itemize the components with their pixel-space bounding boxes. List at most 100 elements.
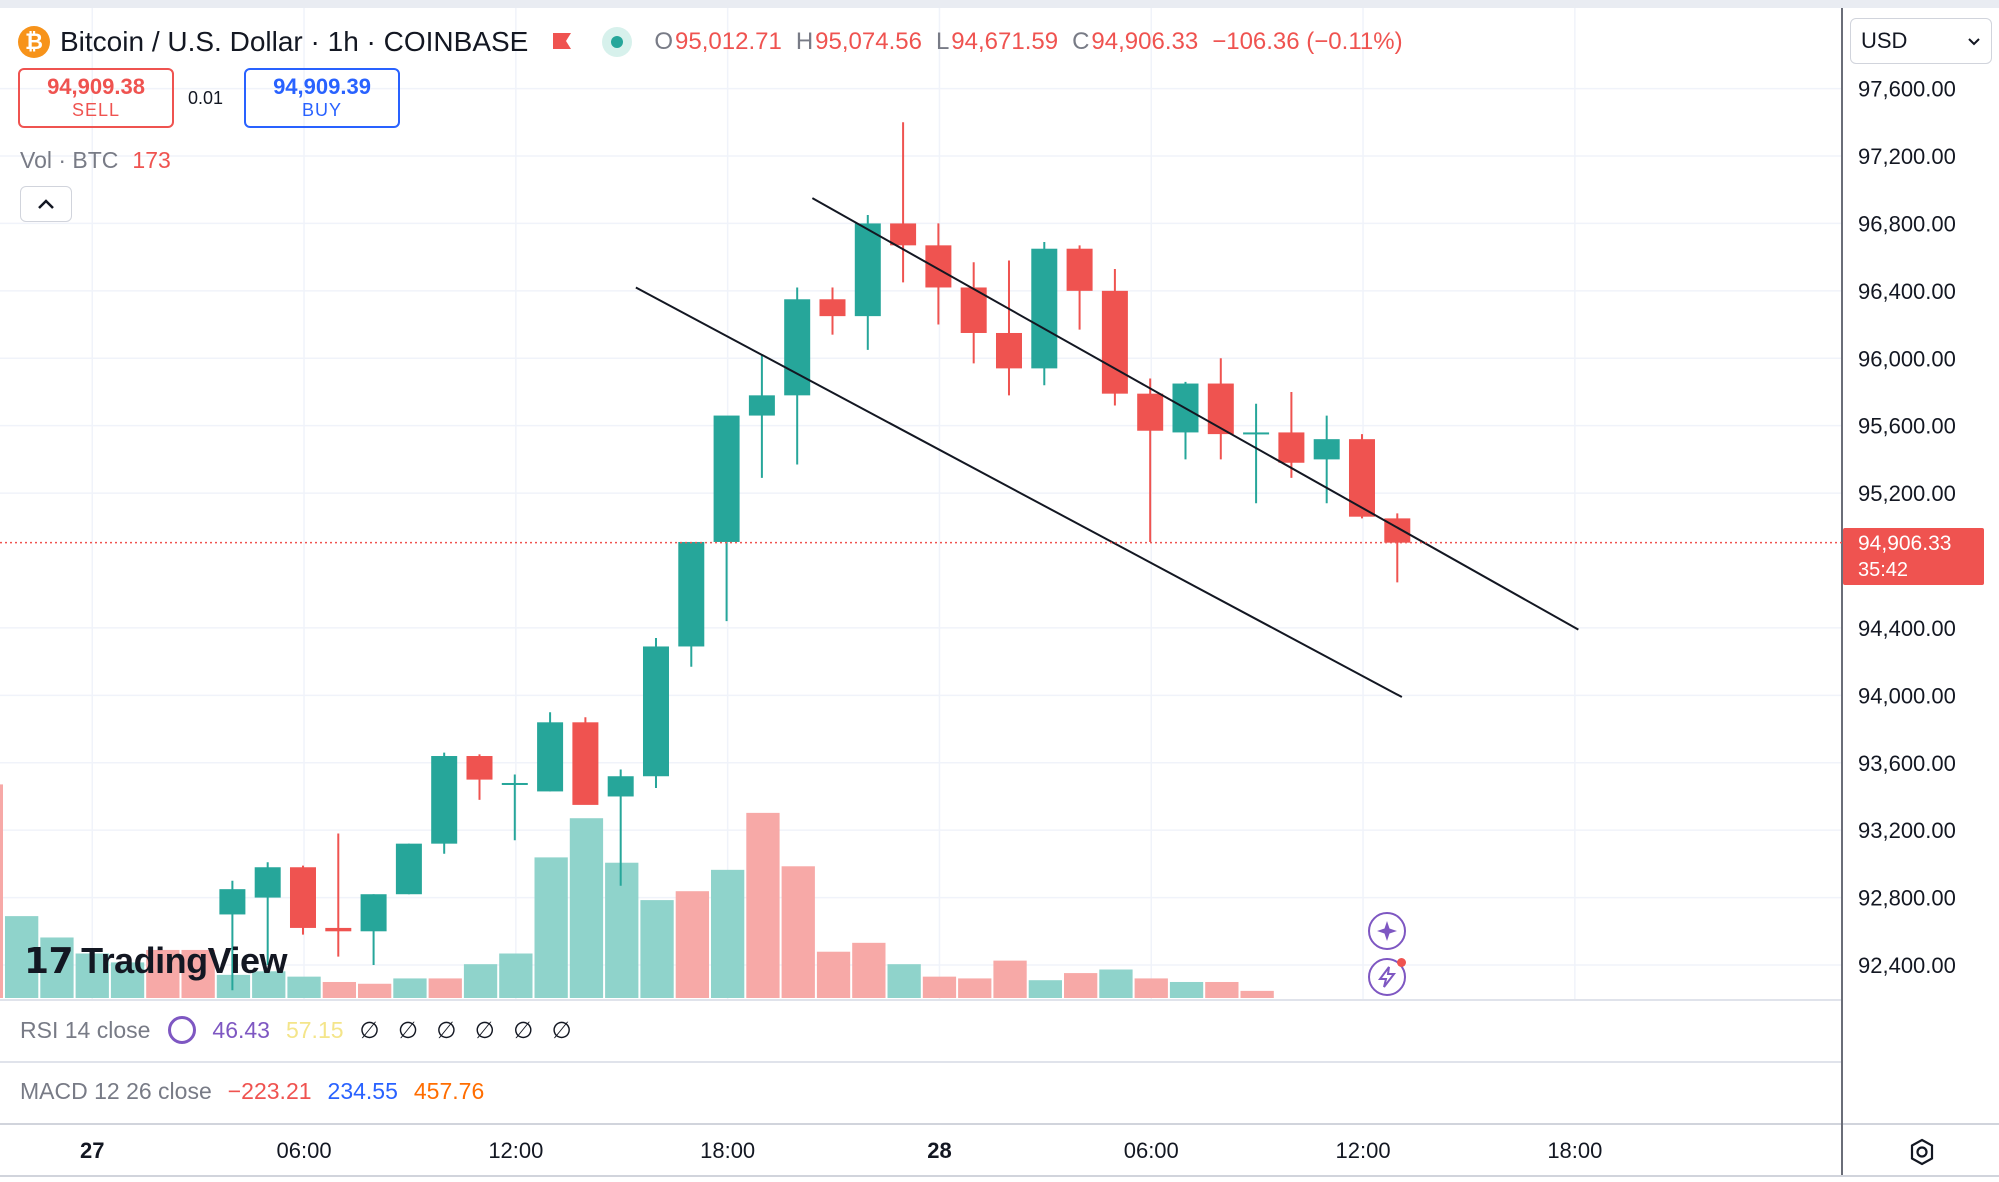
ai-assistant-button[interactable]: [1368, 912, 1406, 950]
candle-body: [890, 223, 917, 246]
candle-body: [713, 415, 740, 542]
candle-body: [819, 299, 846, 317]
volume-bar: [428, 978, 462, 998]
high-label: H: [795, 28, 814, 55]
trend-line: [635, 286, 1403, 698]
candle-body: [1207, 383, 1234, 435]
candle-body: [572, 722, 599, 805]
buy-label: BUY: [301, 100, 342, 120]
volume-bar: [1240, 990, 1274, 998]
rsi-indicator-legend[interactable]: RSI 14 close 46.43 57.15 ∅ ∅ ∅ ∅ ∅ ∅: [20, 1016, 578, 1044]
candle-body: [1066, 248, 1093, 291]
change-value: −106.36 (−0.11%): [1212, 28, 1403, 55]
trend-line: [811, 197, 1579, 631]
candle-body: [537, 722, 564, 792]
candle-body: [748, 395, 775, 416]
candle-body: [325, 927, 352, 932]
price-tick-label: 92,400.00: [1858, 953, 1956, 978]
price-tick-label: 95,200.00: [1858, 481, 1956, 506]
time-tick-label: 12:00: [1336, 1138, 1391, 1163]
chart-settings-button[interactable]: [1904, 1134, 1940, 1170]
candle-body: [642, 646, 669, 777]
volume-bar: [110, 962, 145, 998]
volume-bar: [216, 974, 251, 998]
candle-body: [1101, 290, 1128, 394]
top-band: [0, 0, 1999, 8]
settings-icon: [1910, 1138, 1934, 1166]
candle-body: [1243, 432, 1270, 435]
candle-body: [466, 756, 493, 780]
lightning-icon: [1378, 966, 1397, 988]
price-tick-label: 95,600.00: [1858, 414, 1956, 439]
volume-bar: [569, 818, 604, 998]
volume-bar: [640, 900, 674, 998]
time-tick-label: 06:00: [277, 1138, 332, 1163]
market-open-icon[interactable]: [602, 27, 633, 57]
candle-body: [678, 541, 705, 647]
price-tick-label: 96,400.00: [1858, 279, 1956, 304]
time-tick-label: 27: [80, 1138, 104, 1163]
volume-legend[interactable]: Vol · BTC 173: [20, 147, 171, 174]
volume-bar: [781, 866, 815, 998]
volume-bar: [287, 976, 321, 998]
rsi-label: RSI 14 close: [20, 1016, 151, 1043]
price-tick-label: 96,000.00: [1858, 346, 1956, 371]
volume-bar: [816, 951, 851, 998]
buy-price: 94,909.39: [273, 74, 371, 99]
bitcoin-icon: ₿: [18, 26, 50, 58]
candle-body: [219, 889, 246, 915]
price-tick-label: 93,600.00: [1858, 751, 1956, 776]
sell-button[interactable]: 94,909.38 SELL: [18, 68, 174, 128]
volume-label: Vol · BTC: [20, 147, 119, 173]
volume-bar: [1205, 981, 1239, 998]
loading-icon: [168, 1016, 197, 1044]
chevron-up-icon: [38, 199, 54, 209]
currency-value: USD: [1861, 28, 1908, 53]
symbol-title[interactable]: Bitcoin / U.S. Dollar · 1h · COINBASE: [60, 26, 529, 57]
close-value: 94,906.33: [1091, 28, 1199, 55]
tradingview-logo[interactable]: 17 TradingView: [24, 936, 288, 986]
volume-bar: [887, 964, 921, 998]
time-tick-label: 18:00: [700, 1138, 755, 1163]
buy-button[interactable]: 94,909.39 BUY: [244, 68, 400, 128]
volume-bar: [1134, 978, 1168, 998]
volume-bar: [958, 978, 992, 998]
macd-line-value: 234.55: [327, 1078, 398, 1104]
alerts-button[interactable]: [1368, 958, 1406, 996]
candle-body: [289, 867, 316, 928]
current-price-label: 94,906.33: [1858, 532, 1951, 555]
low-label: L: [935, 28, 950, 55]
volume-bar: [852, 942, 886, 998]
open-label: O: [654, 28, 674, 55]
price-tick-label: 94,400.00: [1858, 616, 1956, 641]
volume-bar: [393, 978, 427, 998]
macd-indicator-legend[interactable]: MACD 12 26 close −223.21 234.55 457.76: [20, 1078, 484, 1105]
volume-value: 173: [132, 147, 171, 173]
volume-bar: [1099, 969, 1133, 998]
low-value: 94,671.59: [951, 28, 1059, 55]
volume-bar: [322, 981, 356, 998]
volume-bar: [181, 949, 215, 998]
currency-select[interactable]: USD: [1850, 18, 1992, 64]
candle-body: [1313, 439, 1340, 460]
collapse-legend-button[interactable]: [20, 186, 72, 222]
price-tick-label: 97,200.00: [1858, 144, 1956, 169]
candle-body: [854, 223, 881, 317]
flag-icon[interactable]: [550, 30, 574, 54]
candle-body: [254, 867, 281, 898]
candle-body: [1137, 393, 1164, 431]
time-tick-label: 28: [927, 1138, 951, 1163]
price-tick-label: 96,800.00: [1858, 211, 1956, 236]
rsi-ma-value: 57.15: [285, 1016, 344, 1043]
symbol-header[interactable]: ₿ Bitcoin / U.S. Dollar · 1h · COINBASE …: [18, 22, 1403, 62]
volume-bar: [605, 862, 639, 998]
ohlc-values: O95,012.71 H95,074.56 L94,671.59 C94,906…: [654, 28, 1402, 56]
volume-bar: [746, 812, 780, 998]
volume-bar: [0, 784, 3, 998]
volume-bar: [675, 891, 709, 998]
time-tick-label: 18:00: [1547, 1138, 1602, 1163]
candle-body: [1278, 432, 1305, 463]
volume-bar: [534, 857, 568, 998]
candle-body: [395, 843, 422, 895]
